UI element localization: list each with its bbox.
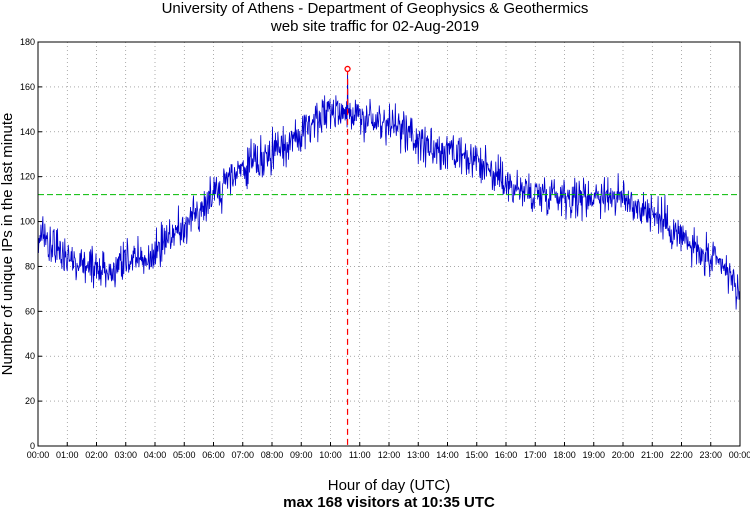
traffic-series-line (37, 68, 741, 310)
x-tick-label: 15:00 (465, 450, 488, 460)
x-tick-label: 05:00 (173, 450, 196, 460)
x-tick-label: 18:00 (553, 450, 576, 460)
y-tick-label: 0 (30, 441, 35, 451)
y-tick-label: 180 (20, 37, 35, 47)
y-tick-label: 100 (20, 217, 35, 227)
y-tick-label: 140 (20, 127, 35, 137)
x-tick-label: 14:00 (436, 450, 459, 460)
x-tick-label: 16:00 (495, 450, 518, 460)
x-tick-label: 06:00 (202, 450, 225, 460)
y-axis-ticks: 0 20 40 60 80 100 120 140 160 180 (20, 37, 42, 451)
x-tick-label: 02:00 (85, 450, 108, 460)
y-tick-label: 160 (20, 82, 35, 92)
plot-frame (37, 41, 741, 447)
chart-title: University of Athens - Department of Geo… (162, 0, 589, 17)
x-axis-ticks: 00:00 01:00 02:00 03:00 04:00 05:00 06:00 07:00… (27, 442, 750, 460)
x-tick-label: 13:00 (407, 450, 430, 460)
y-tick-label: 120 (20, 172, 35, 182)
x-tick-label: 12:00 (378, 450, 401, 460)
chart-subtitle: web site traffic for 02-Aug-2019 (270, 18, 479, 35)
x-tick-label: 23:00 (699, 450, 722, 460)
x-tick-label: 04:00 (144, 450, 167, 460)
x-tick-label: 11:00 (349, 450, 371, 460)
grid (38, 42, 740, 446)
y-tick-label: 60 (25, 306, 35, 316)
x-tick-label: 03:00 (114, 450, 137, 460)
x-tick-label: 21:00 (641, 450, 664, 460)
max-marker-point (344, 65, 351, 73)
x-tick-label: 08:00 (261, 450, 284, 460)
y-tick-label: 40 (25, 351, 35, 361)
x-axis-label: Hour of day (UTC) (328, 477, 451, 494)
x-tick-label: 00:00 (27, 450, 50, 460)
y-axis-label: Number of unique IPs in the last minute (0, 113, 16, 376)
x-tick-label: 20:00 (612, 450, 635, 460)
y-tick-label: 20 (25, 396, 35, 406)
x-tick-label: 10:00 (319, 450, 342, 460)
x-tick-label: 01:00 (56, 450, 79, 460)
x-tick-label: 17:00 (524, 450, 547, 460)
x-tick-label: 09:00 (290, 450, 313, 460)
x-tick-label: 19:00 (582, 450, 605, 460)
x-tick-label: 22:00 (670, 450, 693, 460)
max-caption: max 168 visitors at 10:35 UTC (283, 494, 495, 511)
x-tick-label: 00:00 (729, 450, 750, 460)
y-tick-label: 80 (25, 261, 35, 271)
x-tick-label: 07:00 (231, 450, 254, 460)
